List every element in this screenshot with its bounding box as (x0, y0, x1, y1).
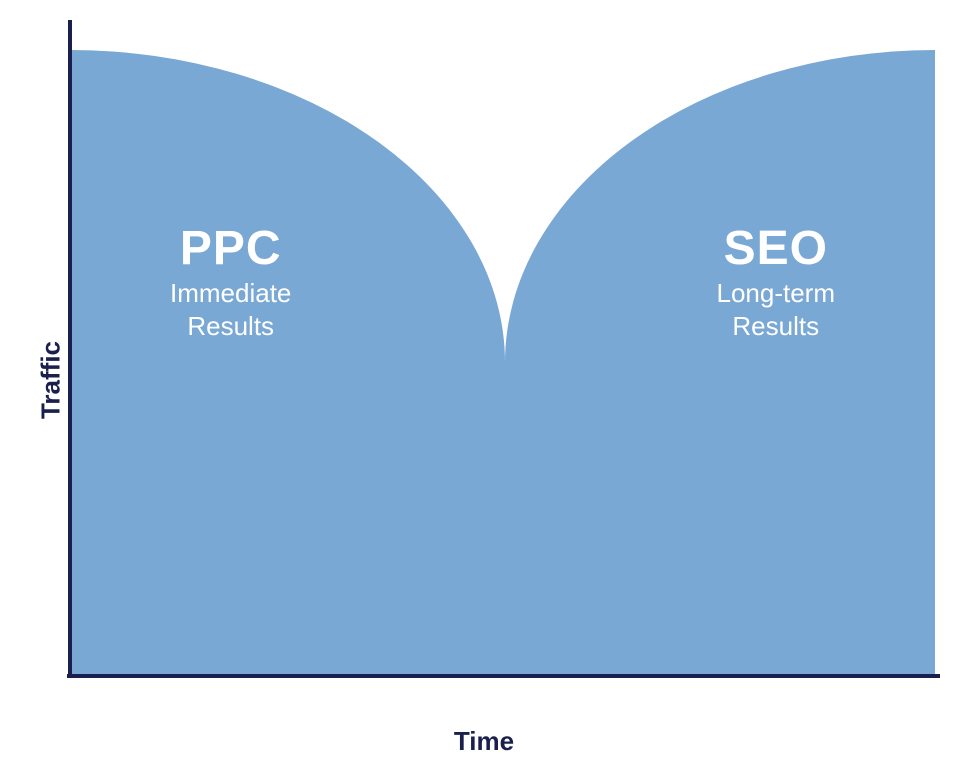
chart-plot-area: PPC Immediate Results SEO Long-term Resu… (60, 20, 940, 680)
ppc-subtitle-1: Immediate (170, 277, 291, 310)
seo-subtitle-2: Results (717, 310, 836, 343)
seo-label-group: SEO Long-term Results (717, 225, 836, 342)
seo-subtitle-1: Long-term (717, 277, 836, 310)
x-axis-label: Time (454, 726, 514, 757)
ppc-subtitle-2: Results (170, 310, 291, 343)
seo-title: SEO (717, 225, 836, 273)
chart-svg-overlay (60, 20, 940, 680)
ppc-label-group: PPC Immediate Results (170, 225, 291, 342)
ppc-title: PPC (170, 225, 291, 273)
